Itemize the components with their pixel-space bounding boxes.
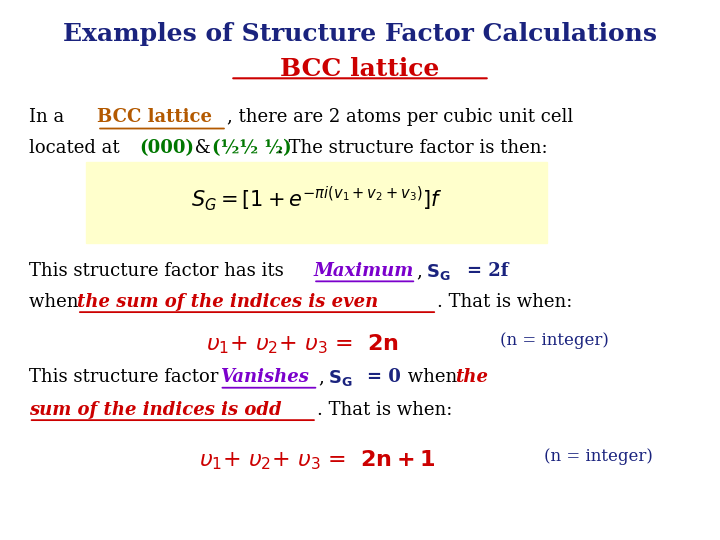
Text: when: when <box>29 293 84 310</box>
Text: $\upsilon_1$+ $\upsilon_2$+ $\upsilon_3$ =  $\mathbf{2n + 1}$: $\upsilon_1$+ $\upsilon_2$+ $\upsilon_3$… <box>199 448 435 472</box>
Text: = 0: = 0 <box>367 368 401 386</box>
Text: Maximum: Maximum <box>313 262 413 280</box>
Text: located at: located at <box>29 139 125 157</box>
Text: = 2f: = 2f <box>467 262 508 280</box>
Text: This structure factor has its: This structure factor has its <box>29 262 289 280</box>
Text: . That is when:: . That is when: <box>317 401 452 418</box>
Text: $\upsilon_1$+ $\upsilon_2$+ $\upsilon_3$ =  $\mathbf{2n}$: $\upsilon_1$+ $\upsilon_2$+ $\upsilon_3$… <box>206 332 399 356</box>
Text: BCC lattice: BCC lattice <box>280 57 440 80</box>
Text: BCC lattice: BCC lattice <box>97 108 212 126</box>
Text: (n = integer): (n = integer) <box>500 332 609 349</box>
Text: ,: , <box>318 368 324 386</box>
Text: the sum of the indices is even: the sum of the indices is even <box>77 293 378 310</box>
Text: (½½ ½): (½½ ½) <box>212 139 292 157</box>
Text: $S_G = \left[1 + e^{-\pi i\left(v_1+v_2+v_3\right)}\right] f$: $S_G = \left[1 + e^{-\pi i\left(v_1+v_2+… <box>191 184 443 213</box>
Text: Vanishes: Vanishes <box>220 368 308 386</box>
Text: $\bf{S_G}$: $\bf{S_G}$ <box>328 368 352 388</box>
Text: the: the <box>455 368 488 386</box>
Text: This structure factor: This structure factor <box>29 368 224 386</box>
Text: Examples of Structure Factor Calculations: Examples of Structure Factor Calculation… <box>63 22 657 45</box>
Text: . That is when:: . That is when: <box>437 293 572 310</box>
Text: ,: , <box>416 262 422 280</box>
FancyBboxPatch shape <box>86 162 547 243</box>
Text: &: & <box>189 139 216 157</box>
Text: . The structure factor is then:: . The structure factor is then: <box>277 139 548 157</box>
Text: (n = integer): (n = integer) <box>544 448 652 465</box>
Text: $\bf{S_G}$: $\bf{S_G}$ <box>426 262 451 282</box>
Text: In a: In a <box>29 108 70 126</box>
Text: when: when <box>402 368 463 386</box>
Text: , there are 2 atoms per cubic unit cell: , there are 2 atoms per cubic unit cell <box>227 108 573 126</box>
Text: (000): (000) <box>139 139 194 157</box>
Text: sum of the indices is odd: sum of the indices is odd <box>29 401 282 418</box>
